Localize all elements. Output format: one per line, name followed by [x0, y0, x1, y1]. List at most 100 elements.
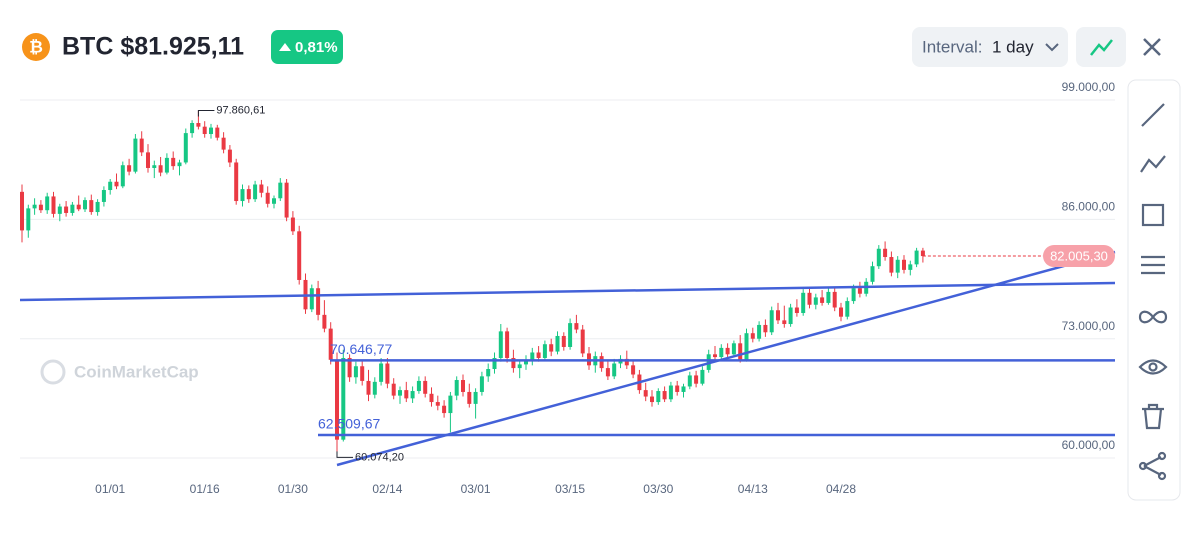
candle-body — [782, 320, 787, 325]
candle-body — [624, 358, 629, 366]
candle-body — [820, 297, 825, 303]
candle-body — [442, 405, 447, 414]
candle-body — [316, 288, 321, 315]
candle-body — [889, 257, 894, 273]
tool-rect[interactable] — [1141, 203, 1165, 227]
candle-body — [410, 391, 415, 399]
tool-infinite[interactable] — [1138, 310, 1168, 324]
share-dot — [1138, 461, 1148, 471]
tool-line[interactable] — [1141, 103, 1165, 127]
candle-body — [309, 288, 314, 310]
candle-body — [870, 266, 875, 282]
candle-body — [530, 352, 535, 361]
candle-body — [486, 369, 491, 377]
tool-polyline[interactable] — [1140, 155, 1166, 173]
interval-select[interactable] — [912, 27, 1068, 67]
candle-body — [687, 375, 692, 387]
candle-body — [763, 324, 768, 333]
change: 0,81% — [295, 39, 338, 56]
candle-body — [675, 385, 680, 392]
candle-body — [536, 352, 541, 358]
candle-body — [826, 291, 831, 303]
candle-body — [372, 381, 377, 395]
candle-body — [133, 138, 138, 172]
candle-body — [631, 365, 636, 375]
close-button[interactable] — [1143, 38, 1161, 56]
up-arrow — [279, 43, 291, 51]
candle-body — [385, 363, 390, 384]
candle-body — [876, 248, 881, 267]
candle-body — [505, 331, 510, 358]
candle-body — [83, 200, 87, 210]
tool-visibility[interactable] — [1138, 359, 1168, 375]
toolbar-icons — [1138, 103, 1168, 481]
candle-body — [416, 380, 421, 392]
candle-body — [177, 162, 182, 167]
candle-body — [297, 231, 302, 280]
candle-body — [574, 323, 579, 330]
candle-body — [851, 288, 856, 302]
candle-body — [171, 157, 176, 167]
candle-body — [542, 344, 547, 358]
candle-body — [788, 307, 793, 325]
candle-body — [498, 331, 503, 358]
candle-body — [259, 184, 264, 193]
last-price-label: 82.005,30 — [1050, 248, 1108, 263]
tool-share[interactable] — [1143, 456, 1162, 476]
candle-body — [643, 390, 648, 397]
share-dot — [1157, 451, 1167, 461]
candle-body — [725, 347, 730, 355]
candle-body — [360, 366, 365, 381]
tool-delete[interactable] — [1142, 403, 1164, 430]
candle-body — [473, 391, 478, 404]
candle-body — [568, 323, 573, 347]
level-label: 62.509,67 — [318, 416, 380, 432]
trend-line[interactable] — [336, 250, 1116, 467]
candle-body — [807, 292, 812, 305]
candle-body — [605, 368, 610, 377]
candle-body — [38, 204, 43, 211]
candle-body — [694, 375, 699, 384]
trough-label: 60.074,20 — [355, 451, 404, 463]
candle-body — [202, 126, 207, 135]
y-tick-label: 86.000,00 — [1062, 200, 1116, 214]
eye-pupil — [1148, 362, 1158, 372]
btc-icon-glyph: ₿ — [29, 37, 43, 56]
candle-body — [76, 204, 81, 210]
x-tick-label: 04/28 — [826, 482, 856, 496]
watermark: CoinMarketCap — [74, 362, 199, 381]
candle-body — [152, 165, 157, 168]
candle-body — [127, 165, 132, 172]
candle-body — [190, 123, 195, 134]
candle-body — [757, 324, 762, 339]
candle-body — [108, 181, 113, 191]
candle-body — [435, 402, 440, 406]
x-tick-label: 01/01 — [95, 482, 125, 496]
tool-fib[interactable] — [1141, 255, 1165, 275]
candle-body — [70, 204, 75, 213]
candle-body — [164, 157, 169, 173]
candle-body — [650, 396, 654, 403]
x-tick-label: 03/15 — [555, 482, 585, 496]
candle-body — [662, 391, 667, 400]
candle-body — [139, 138, 144, 153]
candle-body — [524, 360, 528, 365]
y-tick-label: 60.000,00 — [1062, 438, 1116, 452]
trend-line[interactable] — [19, 281, 1116, 302]
candle-body — [580, 329, 585, 354]
candle-body — [234, 162, 239, 202]
x-tick-label: 04/13 — [738, 482, 768, 496]
x-tick-label: 01/30 — [278, 482, 308, 496]
candle-body — [561, 335, 566, 347]
candle-body — [57, 206, 62, 214]
candle-body — [114, 181, 119, 187]
candle-body — [120, 165, 125, 187]
candle-body — [914, 250, 919, 265]
x-tick-label: 03/01 — [461, 482, 491, 496]
candle-body — [335, 359, 339, 440]
candle-body — [26, 208, 31, 231]
y-tick-label: 73.000,00 — [1062, 319, 1116, 333]
candle-body — [290, 217, 295, 232]
candle-body — [265, 192, 270, 204]
